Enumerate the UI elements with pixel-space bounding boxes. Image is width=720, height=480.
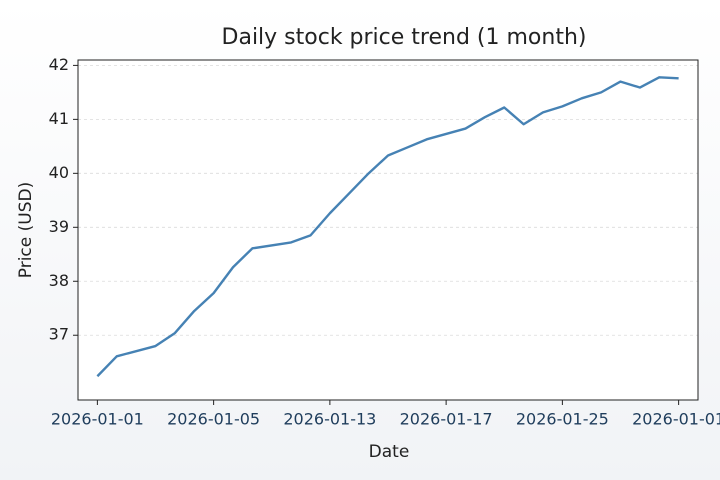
x-tick-label: 2026-01-05 bbox=[167, 410, 260, 429]
y-tick-label: 38 bbox=[49, 271, 69, 290]
plot-frame bbox=[77, 59, 699, 401]
y-tick-label: 42 bbox=[49, 55, 69, 74]
x-tick-label: 2026-01-01 bbox=[51, 410, 144, 429]
x-tick-label: 2026-01-25 bbox=[516, 410, 609, 429]
x-tick-label: 2026-01-17 bbox=[400, 410, 493, 429]
plot-area bbox=[78, 60, 698, 400]
x-tick-label: 2026-01-13 bbox=[283, 410, 376, 429]
y-axis-label: Price (USD) bbox=[16, 182, 36, 278]
y-tick-label: 39 bbox=[49, 217, 69, 236]
chart-title: Daily stock price trend (1 month) bbox=[222, 25, 587, 50]
x-tick-label: 2026-01-01 bbox=[632, 410, 720, 429]
y-tick-label: 41 bbox=[49, 109, 69, 128]
x-axis-label: Date bbox=[369, 442, 410, 462]
y-tick-label: 37 bbox=[49, 325, 69, 344]
y-tick-label: 40 bbox=[49, 163, 69, 182]
price-line bbox=[96, 76, 679, 378]
